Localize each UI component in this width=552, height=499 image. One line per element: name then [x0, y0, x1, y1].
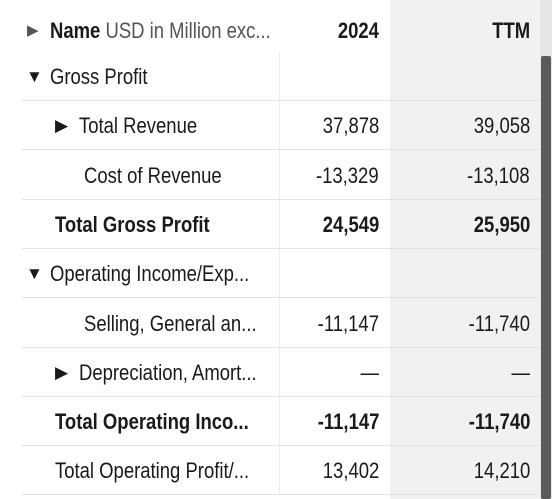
- row-divider: [22, 346, 540, 348]
- unit-note: USD in Million exc...: [105, 18, 271, 43]
- cell-value: 24,549: [322, 211, 379, 237]
- column-divider: [279, 150, 280, 200]
- cell-value: -13,329: [316, 162, 379, 188]
- cell-value: -11,147: [317, 310, 379, 336]
- toggle-arrow[interactable]: ▶: [55, 362, 69, 382]
- name-label: Name: [50, 18, 101, 43]
- table-row: Total Operating Inco... -11,147 -11,740: [0, 397, 540, 447]
- ttm-column-background: [390, 0, 540, 499]
- cell-value: -11,740: [468, 409, 530, 435]
- row-label: Cost of Revenue: [84, 162, 222, 188]
- row-divider: [22, 494, 540, 496]
- row-label: Selling, General an...: [84, 310, 257, 336]
- cell-value: —: [360, 359, 379, 385]
- row-label[interactable]: Operating Income/Exp...: [50, 261, 250, 287]
- scroll-thumb[interactable]: [541, 56, 551, 499]
- row-divider: [22, 445, 540, 447]
- table-row: ▶ Total Revenue 37,878 39,058: [0, 101, 540, 151]
- cell-value: -11,147: [317, 409, 379, 435]
- table-row: ▶ Depreciation, Amort... — —: [0, 347, 540, 397]
- toggle-arrow[interactable]: ▼: [26, 67, 43, 86]
- column-divider: [279, 446, 280, 496]
- row-label[interactable]: Depreciation, Amort...: [79, 359, 257, 385]
- row-label[interactable]: Gross Profit: [50, 64, 148, 89]
- expand-all[interactable]: ▶: [27, 22, 39, 39]
- cell-value: -11,740: [468, 310, 530, 336]
- row-label: Total Operating Profit/...: [55, 458, 250, 484]
- row-divider: [22, 247, 540, 249]
- row-divider: [22, 100, 540, 101]
- row-divider: [22, 198, 540, 200]
- column-divider: [279, 397, 280, 447]
- table-row: ▼ Gross Profit: [0, 52, 540, 101]
- cell-value: 25,950: [473, 211, 530, 237]
- row-label: Total Gross Profit: [55, 211, 210, 237]
- table-row: Total Operating Profit/... 13,402 14,210: [0, 446, 540, 496]
- row-label: Total Operating Inco...: [55, 409, 249, 435]
- row-divider: [22, 395, 540, 397]
- column-divider: [279, 298, 280, 348]
- column-divider: [279, 52, 280, 101]
- toggle-arrow[interactable]: ▼: [26, 264, 43, 284]
- cell-value: —: [511, 359, 530, 385]
- table-row: Total Gross Profit 24,549 25,950: [0, 199, 540, 249]
- column-divider: [279, 347, 280, 397]
- cell-value: 13,402: [322, 458, 379, 484]
- cell-value: 39,058: [473, 113, 530, 139]
- table-row: Cost of Revenue -13,329 -13,108: [0, 150, 540, 200]
- row-divider: [22, 297, 540, 299]
- header-row: ▶ Name USD in Million exc... 2024 TTM: [0, 6, 540, 55]
- row-label[interactable]: Total Revenue: [79, 113, 198, 139]
- header-name: Name USD in Million exc...: [50, 6, 271, 55]
- column-divider: [279, 249, 280, 299]
- table-row: Selling, General an... -11,147 -11,740: [0, 298, 540, 348]
- row-divider: [22, 149, 540, 151]
- cell-value: 37,878: [322, 113, 379, 139]
- toggle-arrow[interactable]: ▶: [55, 116, 69, 136]
- column-divider: [279, 199, 280, 249]
- column-header[interactable]: 2024: [337, 18, 379, 43]
- column-divider: [279, 101, 280, 151]
- cell-value: -13,108: [467, 162, 530, 188]
- column-header[interactable]: TTM: [492, 18, 530, 43]
- cell-value: 14,210: [473, 458, 530, 484]
- table-row: ▼ Operating Income/Exp...: [0, 249, 540, 299]
